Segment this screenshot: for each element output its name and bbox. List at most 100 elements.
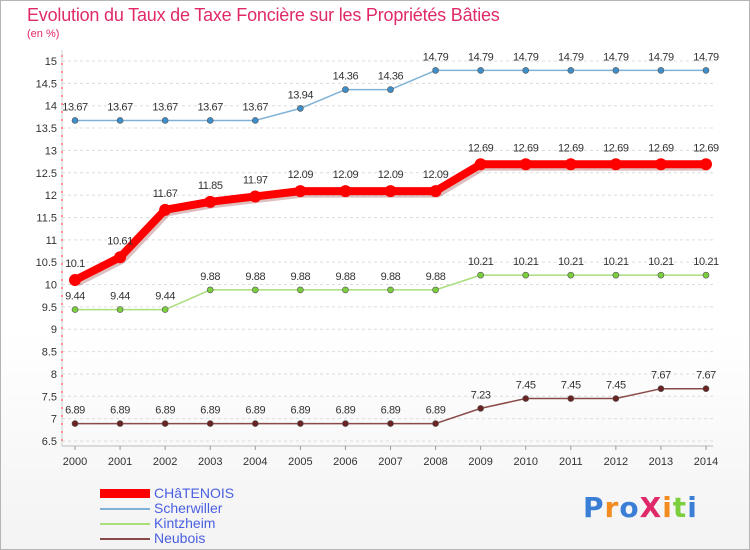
data-point: [477, 67, 484, 74]
x-tick-label: 2014: [694, 456, 718, 468]
data-point: [339, 185, 352, 198]
data-label: 6.89: [290, 405, 310, 417]
data-point: [654, 158, 667, 171]
data-label: 14.79: [468, 51, 494, 63]
x-tick-label: 2011: [559, 456, 583, 468]
data-label: 9.44: [110, 291, 130, 303]
legend-swatch-kintzheim: [100, 522, 150, 525]
data-point: [564, 158, 577, 171]
data-point: [387, 86, 394, 93]
legend-swatch-scherwiller: [100, 507, 150, 510]
data-label: 13.67: [197, 101, 223, 113]
y-tick-label: 15: [45, 56, 57, 68]
data-label: 12.69: [558, 142, 584, 154]
data-point: [249, 190, 262, 203]
data-point: [567, 395, 575, 402]
x-tick-label: 2004: [243, 456, 267, 468]
logo-letter: i: [662, 491, 673, 524]
data-point: [477, 271, 484, 279]
data-point: [206, 117, 214, 124]
data-label: 14.79: [693, 51, 719, 63]
legend-item-kintzheim[interactable]: Kintzheim: [100, 516, 234, 531]
x-tick-label: 2002: [153, 456, 177, 468]
data-label: 10.21: [693, 256, 719, 268]
legend-label: Scherwiller: [154, 500, 223, 516]
data-label: 6.89: [110, 405, 130, 417]
data-label: 7.45: [516, 380, 536, 392]
x-tick-label: 2008: [423, 456, 447, 468]
data-point: [342, 420, 349, 427]
proxiti-logo: ProXiti: [583, 491, 698, 524]
logo-letter: X: [639, 491, 663, 524]
data-label: 12.69: [693, 142, 719, 154]
x-tick-label: 2000: [63, 456, 87, 468]
legend-swatch-chatenois: [100, 489, 150, 498]
data-label: 14.36: [378, 71, 404, 83]
data-label: 13.67: [243, 101, 269, 113]
data-point: [206, 420, 214, 427]
data-label: 10.21: [513, 256, 539, 268]
data-point: [71, 420, 79, 427]
data-label: 13.67: [107, 101, 133, 113]
data-point: [71, 306, 79, 313]
y-tick-label: 14: [45, 101, 57, 113]
x-tick-label: 2001: [108, 456, 132, 468]
data-label: 9.88: [245, 271, 265, 283]
data-label: 10.21: [648, 256, 674, 268]
y-tick-label: 9.5: [42, 302, 57, 314]
data-label: 7.67: [651, 370, 671, 382]
y-tick-label: 6.5: [42, 436, 57, 448]
data-label: 6.89: [381, 405, 401, 417]
data-point: [700, 158, 712, 171]
legend-item-neubois[interactable]: Neubois: [100, 531, 234, 546]
data-label: 12.09: [288, 169, 314, 181]
x-tick-label: 2006: [333, 456, 357, 468]
data-label: 12.69: [468, 142, 494, 154]
x-tick-label: 2007: [378, 456, 402, 468]
data-label: 14.79: [558, 51, 584, 63]
y-tick-label: 14.5: [36, 78, 57, 90]
y-tick-label: 7: [51, 414, 57, 426]
data-point: [116, 117, 124, 124]
data-point: [206, 286, 214, 294]
data-label: 9.44: [65, 291, 85, 303]
data-point: [657, 385, 665, 392]
legend-label: Kintzheim: [154, 515, 216, 531]
y-tick-label: 11.5: [36, 212, 57, 224]
data-label: 11.67: [153, 188, 178, 200]
data-point: [204, 195, 217, 208]
data-label: 13.67: [62, 101, 88, 113]
data-point: [429, 185, 442, 198]
y-tick-label: 7.5: [42, 391, 57, 403]
data-point: [522, 271, 530, 279]
y-tick-label: 10.5: [36, 257, 57, 269]
logo-letter: t: [672, 491, 688, 524]
logo-letter: i: [687, 491, 698, 524]
data-point: [477, 405, 484, 412]
data-label: 10.61: [107, 235, 133, 247]
x-tick-label: 2009: [468, 456, 492, 468]
data-point: [116, 306, 124, 313]
data-label: 7.23: [471, 389, 491, 401]
legend-swatch-neubois: [100, 537, 150, 540]
data-point: [342, 86, 349, 93]
data-label: 6.89: [65, 405, 85, 417]
data-label: 14.79: [513, 51, 539, 63]
data-label: 14.36: [333, 71, 359, 83]
data-point: [432, 67, 439, 74]
data-label: 12.69: [603, 142, 629, 154]
legend-item-chatenois[interactable]: CHâTENOIS: [100, 486, 234, 501]
y-tick-label: 13: [45, 145, 57, 157]
data-point: [702, 385, 710, 392]
chart-title: Evolution du Taux de Taxe Foncière sur l…: [27, 5, 500, 25]
data-point: [612, 67, 620, 74]
legend-item-scherwiller[interactable]: Scherwiller: [100, 501, 234, 516]
data-label: 7.45: [606, 380, 626, 392]
data-point: [114, 251, 127, 264]
data-label: 11.97: [243, 174, 268, 186]
data-label: 7.45: [561, 380, 581, 392]
data-point: [297, 420, 304, 427]
data-label: 12.09: [378, 169, 404, 181]
data-label: 14.79: [603, 51, 629, 63]
